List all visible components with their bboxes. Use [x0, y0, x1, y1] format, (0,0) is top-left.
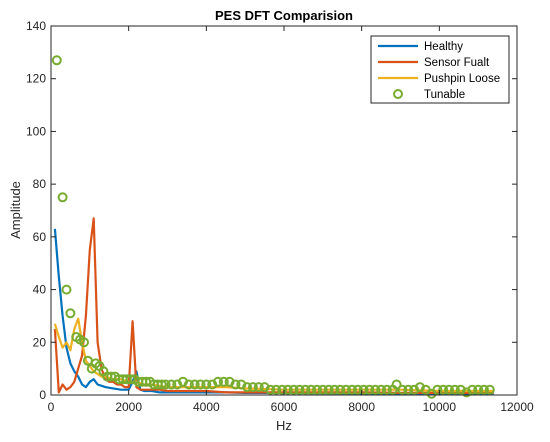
y-tick-label: 80 [33, 177, 47, 191]
data-point-tunable [242, 382, 253, 393]
data-point-tunable [166, 379, 177, 390]
x-tick-label: 0 [48, 400, 55, 414]
data-point-tunable [265, 384, 276, 395]
data-point-tunable [201, 379, 212, 390]
data-point-tunable [449, 384, 460, 395]
legend-label-healthy: Healthy [424, 41, 463, 53]
legend: Healthy Sensor Fualt Pushpin Loose Tunable [370, 35, 510, 104]
chart-title: PES DFT Comparision [215, 8, 353, 23]
ticks-layer: 0 2000 4000 6000 8000 10000 12000 0 20 40 60 80 100 1… [26, 19, 534, 414]
data-point-tunable [253, 382, 264, 393]
y-tick-label: 20 [33, 335, 47, 349]
data-point-tunable [230, 379, 241, 390]
x-tick-label: 12000 [500, 400, 534, 414]
data-point-tunable [288, 384, 299, 395]
data-point-tunable [218, 376, 229, 387]
data-point-tunable [370, 384, 381, 395]
y-tick-label: 140 [26, 19, 46, 33]
data-point-tunable [79, 337, 89, 348]
x-tick-label: 8000 [348, 400, 375, 414]
data-point-tunable [51, 55, 62, 66]
data-point-tunable [213, 376, 223, 387]
series-layer [51, 55, 495, 399]
data-point-tunable [403, 384, 414, 395]
data-point-tunable [391, 379, 402, 390]
data-point-tunable [65, 308, 76, 319]
x-tick-label: 6000 [271, 400, 298, 414]
data-point-tunable [312, 384, 322, 395]
data-point-tunable [484, 384, 495, 395]
data-point-tunable [282, 384, 293, 395]
x-tick-label: 10000 [423, 400, 457, 414]
data-point-tunable [432, 384, 443, 395]
data-point-tunable [195, 379, 206, 390]
x-tick-label: 2000 [115, 400, 142, 414]
data-point-tunable [473, 384, 484, 395]
legend-label-sensor-fualt: Sensor Fualt [424, 57, 490, 69]
data-point-tunable [329, 384, 340, 395]
y-tick-label: 60 [33, 230, 47, 244]
legend-label-tunable: Tunable [424, 89, 465, 101]
data-point-tunable [438, 384, 449, 395]
data-point-tunable [294, 384, 305, 395]
y-tick-label: 40 [33, 283, 47, 297]
data-point-tunable [323, 384, 334, 395]
data-point-tunable [358, 384, 369, 395]
x-axis-label: Hz [276, 418, 292, 433]
data-point-tunable [57, 192, 68, 203]
data-point-tunable [479, 384, 489, 395]
data-point-tunable [335, 384, 346, 395]
data-point-tunable [352, 384, 363, 395]
data-point-tunable [156, 379, 167, 390]
data-point-tunable [444, 384, 454, 395]
data-point-tunable [467, 384, 478, 395]
data-point-tunable [183, 379, 194, 390]
y-tick-label: 120 [26, 72, 46, 86]
data-point-tunable [381, 384, 392, 395]
y-axis-label: Amplitude [8, 181, 23, 239]
data-point-tunable [271, 384, 282, 395]
data-point-tunable [277, 384, 288, 395]
data-point-tunable [364, 384, 375, 395]
data-point-tunable [347, 384, 357, 395]
data-point-tunable [160, 379, 171, 390]
data-point-tunable [376, 384, 387, 395]
series-line-sensor-fualt [53, 217, 494, 394]
data-point-tunable [300, 384, 311, 395]
legend-label-pushpin-loose: Pushpin Loose [424, 73, 500, 85]
data-point-tunable [189, 379, 200, 390]
data-point-tunable [247, 382, 258, 393]
legend-swatch-tunable [393, 89, 403, 99]
data-point-tunable [317, 384, 328, 395]
data-point-tunable [306, 384, 317, 395]
y-tick-label: 100 [26, 124, 46, 138]
data-point-tunable [61, 284, 72, 295]
data-point-tunable [397, 384, 408, 395]
x-tick-label: 4000 [193, 400, 220, 414]
y-tick-label: 0 [39, 388, 46, 402]
data-point-tunable [341, 384, 352, 395]
